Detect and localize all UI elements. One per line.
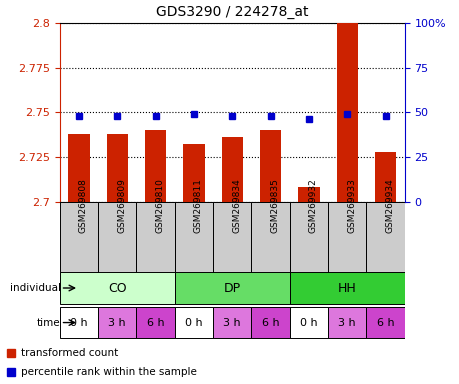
Bar	[183, 144, 204, 202]
Text: CO: CO	[108, 281, 126, 295]
Text: 3 h: 3 h	[223, 318, 241, 328]
Bar	[213, 202, 251, 286]
Bar	[221, 137, 242, 202]
Bar	[259, 130, 280, 202]
Text: 0 h: 0 h	[185, 318, 202, 328]
Text: GSM269934: GSM269934	[385, 179, 394, 233]
Text: time: time	[37, 318, 61, 328]
Bar	[98, 307, 136, 338]
Text: GSM269810: GSM269810	[155, 179, 164, 233]
Bar	[327, 307, 366, 338]
Text: individual: individual	[10, 283, 61, 293]
Bar	[289, 202, 327, 286]
Bar	[366, 202, 404, 286]
Text: GSM269809: GSM269809	[117, 179, 126, 233]
Text: GSM269808: GSM269808	[79, 179, 88, 233]
Text: GSM269835: GSM269835	[270, 179, 279, 233]
Bar	[60, 307, 98, 338]
Title: GDS3290 / 224278_at: GDS3290 / 224278_at	[156, 5, 308, 19]
Text: 6 h: 6 h	[261, 318, 279, 328]
Bar	[136, 307, 174, 338]
Bar	[336, 23, 357, 202]
Bar	[289, 273, 404, 303]
Bar	[60, 273, 174, 303]
Text: GSM269932: GSM269932	[308, 179, 317, 233]
Bar	[106, 134, 128, 202]
Bar	[174, 202, 213, 286]
Text: 3 h: 3 h	[338, 318, 355, 328]
Text: 0 h: 0 h	[70, 318, 88, 328]
Text: HH: HH	[337, 281, 356, 295]
Bar	[327, 202, 366, 286]
Text: percentile rank within the sample: percentile rank within the sample	[21, 367, 196, 377]
Bar	[68, 134, 90, 202]
Bar	[289, 307, 327, 338]
Bar	[174, 273, 289, 303]
Bar	[60, 202, 98, 286]
Bar	[251, 307, 289, 338]
Text: 6 h: 6 h	[146, 318, 164, 328]
Bar	[145, 130, 166, 202]
Text: GSM269811: GSM269811	[194, 179, 202, 233]
Bar	[374, 152, 395, 202]
Bar	[174, 307, 213, 338]
Bar	[98, 202, 136, 286]
Text: GSM269933: GSM269933	[347, 179, 356, 233]
Bar	[366, 307, 404, 338]
Text: 6 h: 6 h	[376, 318, 393, 328]
Text: transformed count: transformed count	[21, 348, 118, 358]
Text: DP: DP	[223, 281, 241, 295]
Bar	[213, 307, 251, 338]
Text: 0 h: 0 h	[300, 318, 317, 328]
Bar	[251, 202, 289, 286]
Bar	[298, 187, 319, 202]
Text: GSM269834: GSM269834	[232, 179, 241, 233]
Bar	[136, 202, 174, 286]
Text: 3 h: 3 h	[108, 318, 126, 328]
